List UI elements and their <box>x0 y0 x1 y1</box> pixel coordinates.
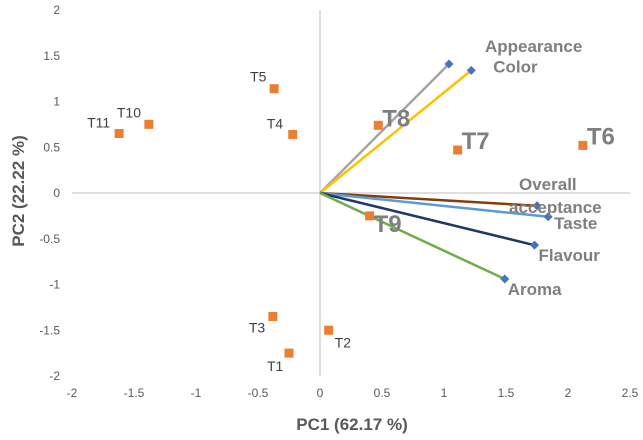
loading-vector-marker <box>500 274 510 284</box>
observation-label: T8 <box>382 105 410 132</box>
x-tick-label: 1.5 <box>498 386 515 400</box>
loading-vector-line <box>319 63 450 194</box>
loading-vector-marker <box>444 59 454 69</box>
loading-vector-line <box>319 191 538 208</box>
loading-label: Color <box>493 57 538 76</box>
y-tick-label: 0 <box>53 186 60 200</box>
x-tick-label: 0.5 <box>374 386 391 400</box>
loading-label: Aroma <box>508 280 562 299</box>
observation-label: T3 <box>249 320 266 336</box>
observation-marker <box>269 84 279 94</box>
loading-vector-marker <box>543 212 553 222</box>
y-tick-label: 0.5 <box>43 140 60 154</box>
observation-label: T9 <box>374 211 402 238</box>
observation-label: T5 <box>250 69 267 85</box>
x-tick-label: 0 <box>317 386 324 400</box>
observation-label: T1 <box>267 358 284 374</box>
observation-marker <box>284 348 294 358</box>
observation-label: T10 <box>117 104 141 120</box>
observation-marker <box>324 325 334 335</box>
loading-vector-line <box>319 191 535 247</box>
loading-vector-marker <box>530 240 540 250</box>
loading-vector-marker <box>466 65 476 75</box>
observation-marker <box>365 211 375 221</box>
y-tick-label: 1.5 <box>43 49 60 63</box>
loading-vector-line <box>319 69 473 194</box>
x-tick-label: 2.5 <box>622 386 639 400</box>
x-tick-label: 2 <box>565 386 572 400</box>
loading-vector-marker <box>532 201 542 211</box>
observation-marker <box>288 129 298 139</box>
x-tick-label: -1.5 <box>124 386 145 400</box>
x-axis-title: PC1 (62.17 %) <box>296 415 408 434</box>
observation-marker <box>144 119 154 129</box>
observation-marker <box>373 120 383 130</box>
y-tick-label: -1 <box>49 278 60 292</box>
y-tick-label: 1 <box>53 95 60 109</box>
observation-label: T11 <box>87 115 110 131</box>
loading-label: Flavour <box>539 246 601 265</box>
loading-label: Taste <box>554 214 597 233</box>
x-tick-label: -0.5 <box>248 386 269 400</box>
observation-marker <box>578 140 588 150</box>
x-tick-label: -1 <box>191 386 202 400</box>
axes-group: -2 -1.5 -1 -0.5 0 0.5 1 1.5 2 2.5 2 1.5 1 0.5 0 -0.5 -1 -… <box>39 3 638 400</box>
loading-vectors-group <box>319 59 553 284</box>
loading-label: Overall acceptance <box>509 175 602 217</box>
loading-vector-line <box>319 191 549 219</box>
observation-label: T6 <box>587 123 615 150</box>
y-axis-title: PC2 (22.22 %) <box>9 135 28 247</box>
y-tick-label: -2 <box>49 369 60 383</box>
observation-label: T2 <box>335 334 352 350</box>
loading-label: Appearance <box>485 37 582 56</box>
observation-points-group <box>114 84 588 358</box>
observation-label: T7 <box>462 128 490 155</box>
y-tick-label: -1.5 <box>39 323 60 337</box>
observation-label: T4 <box>267 115 284 131</box>
observation-marker <box>453 145 463 155</box>
y-tick-label: -0.5 <box>39 232 60 246</box>
observation-marker <box>268 312 278 322</box>
loading-vector-line <box>319 191 506 281</box>
x-tick-label: -2 <box>67 386 78 400</box>
y-tick-label: 2 <box>53 3 60 17</box>
observation-marker <box>114 129 124 139</box>
x-tick-label: 1 <box>441 386 448 400</box>
